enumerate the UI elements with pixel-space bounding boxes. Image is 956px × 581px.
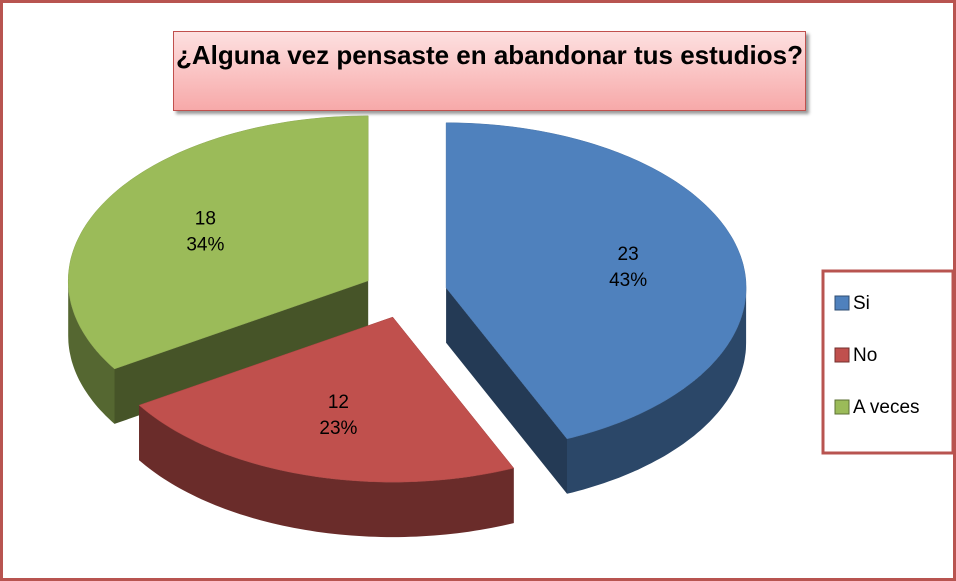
data-label: 18 xyxy=(195,208,216,229)
slice-side xyxy=(139,405,514,538)
legend-label: No xyxy=(853,345,877,366)
pie-slice xyxy=(445,122,747,494)
percent-label: 23% xyxy=(319,418,357,439)
percent-label: 34% xyxy=(186,234,224,255)
legend-swatch xyxy=(834,295,850,311)
legend-swatch xyxy=(834,399,850,415)
data-label: 23 xyxy=(618,244,639,265)
legend-label: Si xyxy=(853,293,870,314)
percent-label: 43% xyxy=(609,270,647,291)
legend-swatch xyxy=(834,347,850,363)
legend-label: A veces xyxy=(853,397,920,418)
slice-wall xyxy=(114,280,369,424)
chart-title: ¿Alguna vez pensaste en abandonar tus es… xyxy=(173,31,806,111)
data-label: 12 xyxy=(328,392,349,413)
pie-slice xyxy=(138,316,515,538)
slice-side xyxy=(567,287,747,494)
slice-top xyxy=(138,316,515,483)
slice-wall xyxy=(446,287,567,494)
chart: 23 43% 12 23% 18 34% Si No A veces xyxy=(67,115,953,538)
pie-slice xyxy=(67,115,369,424)
slice-top xyxy=(445,122,747,440)
slice-top xyxy=(67,115,369,370)
slice-side xyxy=(68,280,115,424)
